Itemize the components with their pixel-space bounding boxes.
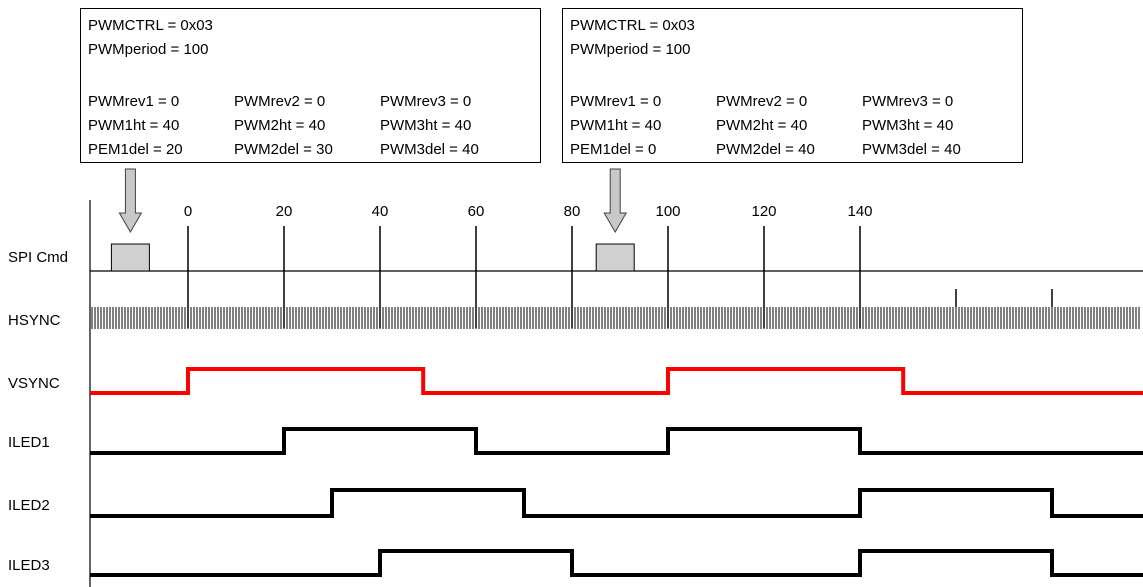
signal-trace-iled1 <box>90 427 1143 455</box>
register-value: PWMperiod = 100 <box>88 41 208 58</box>
register-value: PWMCTRL = 0x03 <box>570 17 695 34</box>
register-value: PEM1del = 0 <box>570 141 656 158</box>
register-value: PWM3del = 40 <box>862 141 961 158</box>
arrow-down-icon <box>603 168 628 233</box>
spi-command-box <box>110 243 150 272</box>
hsync-trace <box>91 289 1140 329</box>
register-value: PWMCTRL = 0x03 <box>88 17 213 34</box>
config-boxes: PWMCTRL = 0x03 PWMperiod = 100 PWMrev1 = 0… <box>80 8 1023 163</box>
register-value: PWMperiod = 100 <box>570 41 690 58</box>
signal-label: HSYNC <box>8 312 61 329</box>
time-tick-label: 80 <box>564 203 581 220</box>
signal-label: ILED3 <box>8 557 50 574</box>
signal-label: ILED1 <box>8 434 50 451</box>
config-box: PWMCTRL = 0x03 PWMperiod = 100 PWMrev1 = 0… <box>562 8 1023 163</box>
register-value: PWM3ht = 40 <box>380 117 471 134</box>
signal-traces <box>90 289 1143 577</box>
register-value: PWMrev1 = 0 <box>88 93 179 110</box>
time-tick-label: 60 <box>468 203 485 220</box>
register-value: PWM2del = 40 <box>716 141 815 158</box>
signal-trace-vsync <box>90 367 1143 395</box>
register-value: PWM1ht = 40 <box>570 117 661 134</box>
spi-command-box <box>595 243 635 272</box>
register-value: PWM1ht = 40 <box>88 117 179 134</box>
register-value: PWMrev2 = 0 <box>716 93 807 110</box>
register-value: PWM3ht = 40 <box>862 117 953 134</box>
signal-labels: SPI Cmd HSYNC VSYNC ILED1 ILED2 ILED3 <box>8 249 68 574</box>
register-value: PWMrev1 = 0 <box>570 93 661 110</box>
time-tick-label: 100 <box>655 203 680 220</box>
signal-label: ILED2 <box>8 497 50 514</box>
spi-command <box>595 168 635 272</box>
config-box-border <box>562 8 1023 163</box>
hsync-pulses <box>91 307 1140 329</box>
signal-label: SPI Cmd <box>8 249 68 266</box>
register-value: PWMrev3 = 0 <box>862 93 953 110</box>
register-value: PWM2ht = 40 <box>234 117 325 134</box>
config-box-border <box>80 8 541 163</box>
signal-trace-iled3 <box>90 549 1143 577</box>
time-axis: 0 20 40 60 80 100 120 140 <box>89 168 1143 587</box>
time-tick-label: 20 <box>276 203 293 220</box>
time-tick-label: 120 <box>751 203 776 220</box>
register-value: PWM3del = 40 <box>380 141 479 158</box>
time-tick-label: 40 <box>372 203 389 220</box>
signal-label: VSYNC <box>8 375 60 392</box>
time-tick-label: 0 <box>184 203 192 220</box>
register-value: PWMrev2 = 0 <box>234 93 325 110</box>
config-box: PWMCTRL = 0x03 PWMperiod = 100 PWMrev1 = 0… <box>80 8 541 163</box>
time-tick-label: 140 <box>847 203 872 220</box>
register-value: PWM2del = 30 <box>234 141 333 158</box>
register-value: PWM2ht = 40 <box>716 117 807 134</box>
arrow-down-icon <box>118 168 143 233</box>
register-value: PEM1del = 20 <box>88 141 183 158</box>
spi-command <box>110 168 150 272</box>
signal-trace-iled2 <box>90 488 1143 518</box>
register-value: PWMrev3 = 0 <box>380 93 471 110</box>
